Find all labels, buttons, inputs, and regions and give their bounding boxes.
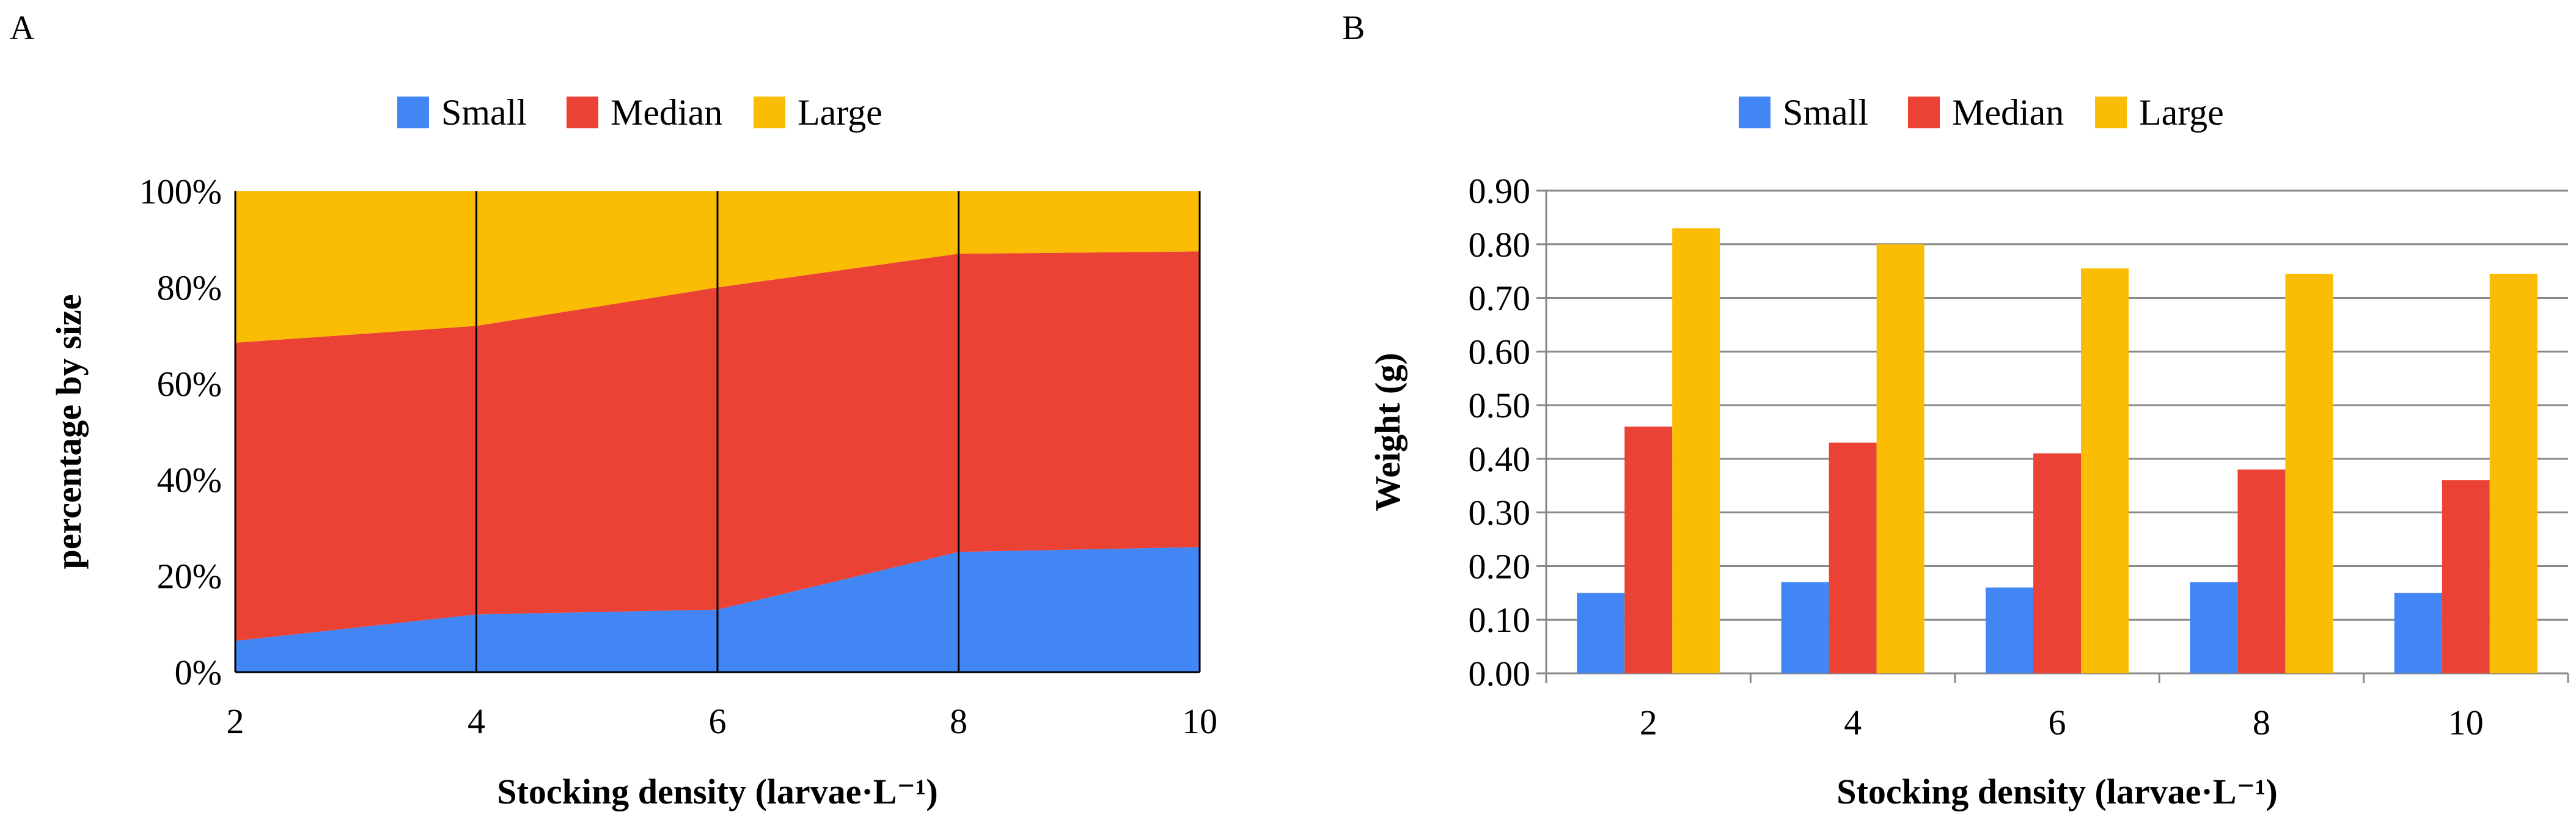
panel-a-y-tick-label: 100% bbox=[139, 172, 222, 211]
panel-b-y-tick-label: 0.30 bbox=[1469, 493, 1531, 533]
panel-b-bar-median bbox=[1624, 426, 1673, 673]
panel-b-y-tick-label: 0.00 bbox=[1469, 654, 1531, 694]
panel-b-legend-label-large: Large bbox=[2139, 92, 2224, 133]
panel-b-bar-large bbox=[2081, 268, 2129, 673]
panel-b-y-axis-title: Weight (g) bbox=[1368, 353, 1407, 511]
panel-b-y-tick-label: 0.90 bbox=[1469, 171, 1531, 211]
panel-a-legend-swatch-small bbox=[397, 97, 429, 128]
panel-b-x-tick-label: 10 bbox=[2448, 703, 2484, 742]
panel-b-bar-large bbox=[2285, 274, 2333, 673]
panel-a-y-axis-title: percentage by size bbox=[49, 295, 89, 569]
panel-label-b: B bbox=[1342, 9, 1365, 47]
panel-b-bar-small bbox=[1986, 587, 2033, 673]
panel-a-x-tick-label: 8 bbox=[950, 701, 967, 741]
panel-b-bar-median bbox=[1829, 442, 1877, 673]
panel-b-bar-median bbox=[2442, 480, 2490, 673]
panel-a-area-chart: 0% 20% 40% 60% 80% 100% 2 4 6 8 10 Stocking density… bbox=[49, 92, 1217, 811]
panel-b-x-axis-title: Stocking density (larvae·L⁻¹) bbox=[1837, 772, 2277, 811]
panel-b-bar-small bbox=[2394, 593, 2442, 673]
panel-a-x-tick-label: 6 bbox=[709, 701, 727, 741]
panel-a-y-tick-label: 80% bbox=[157, 268, 222, 307]
panel-b-bar-large bbox=[1876, 244, 1925, 673]
panel-b-legend-label-median: Median bbox=[1952, 92, 2064, 133]
panel-b-bar-small bbox=[2190, 582, 2238, 673]
panel-b-x-tick-label: 2 bbox=[1640, 703, 1657, 742]
panel-a-legend-label-median: Median bbox=[611, 92, 722, 133]
panel-b-bar-large bbox=[2489, 274, 2537, 673]
panel-a-y-tick-label: 20% bbox=[157, 557, 222, 596]
panel-b-x-tick-label: 4 bbox=[1844, 703, 1862, 742]
panel-b-y-tick-label: 0.50 bbox=[1469, 386, 1531, 425]
panel-b-y-tick-label: 0.80 bbox=[1469, 225, 1531, 265]
panel-b-legend-swatch-small bbox=[1739, 97, 1771, 128]
panel-b-y-tick-label: 0.20 bbox=[1469, 546, 1531, 586]
panel-b-x-tick-label: 8 bbox=[2253, 703, 2270, 742]
panel-b-legend-swatch-large bbox=[2095, 97, 2127, 128]
panel-a-legend-label-large: Large bbox=[798, 92, 883, 133]
panel-a-x-tick-label: 10 bbox=[1182, 701, 1217, 741]
panel-a-y-tick-label: 0% bbox=[175, 653, 222, 692]
panel-b-y-tick-label: 0.70 bbox=[1469, 279, 1531, 318]
panel-b-bar-chart: 0.00 0.10 0.20 0.30 0.40 0.50 0.60 0.70 0.80 0.90… bbox=[1368, 92, 2569, 811]
panel-b-bar-median bbox=[2033, 453, 2081, 673]
panel-a-legend-label-small: Small bbox=[441, 92, 527, 133]
panel-b-y-tick-label: 0.10 bbox=[1469, 600, 1531, 640]
panel-a-x-tick-label: 4 bbox=[468, 701, 485, 741]
panel-b-y-tick-label: 0.60 bbox=[1469, 332, 1531, 372]
panel-b-legend-label-small: Small bbox=[1783, 92, 1868, 133]
panel-a-y-tick-label: 40% bbox=[157, 460, 222, 500]
panel-b-bar-small bbox=[1577, 593, 1625, 673]
panel-b-y-tick-label: 0.40 bbox=[1469, 439, 1531, 479]
panel-b-bar-large bbox=[1672, 228, 1720, 673]
panel-b-bar-small bbox=[1781, 582, 1829, 673]
panel-b-bar-median bbox=[2237, 469, 2286, 673]
panel-a-y-tick-label: 60% bbox=[157, 364, 222, 404]
panel-b-legend-swatch-median bbox=[1908, 97, 1940, 128]
panel-a-legend-swatch-median bbox=[567, 97, 598, 128]
panel-b-x-tick-label: 6 bbox=[2049, 703, 2066, 742]
panel-label-a: A bbox=[10, 9, 35, 47]
panel-a-x-tick-label: 2 bbox=[227, 701, 244, 741]
panel-a-legend-swatch-large bbox=[754, 97, 785, 128]
panel-a-x-axis-title: Stocking density (larvae·L⁻¹) bbox=[497, 772, 938, 811]
